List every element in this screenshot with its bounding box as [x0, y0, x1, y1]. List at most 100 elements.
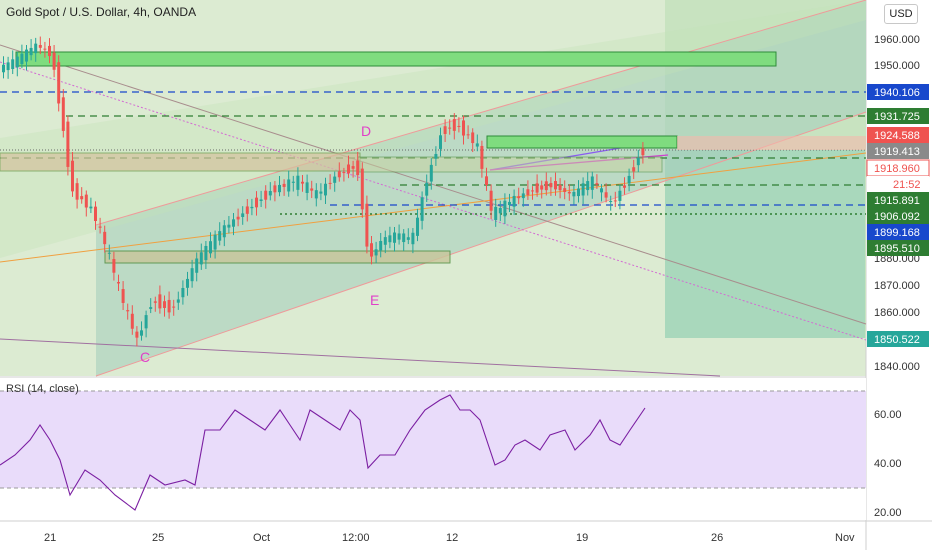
price-tick: 1960.000 — [874, 34, 920, 46]
candle — [457, 125, 461, 127]
candle — [393, 232, 396, 243]
candle — [259, 199, 263, 201]
candle — [34, 43, 38, 54]
candle — [167, 299, 171, 313]
candle — [324, 183, 327, 196]
zone-1885 — [104, 250, 451, 264]
candle — [163, 301, 166, 308]
svg-text:1924.588: 1924.588 — [874, 130, 920, 142]
svg-text:1899.168: 1899.168 — [874, 227, 920, 239]
time-tick: 12:00 — [342, 532, 370, 544]
candle — [480, 145, 484, 169]
candle — [609, 201, 613, 203]
candle — [540, 185, 544, 190]
price-tag-1924 — [867, 127, 929, 143]
time-axis: 21 25 Oct 12:00 12 19 26 Nov — [44, 532, 855, 544]
currency-button[interactable]: USD — [884, 4, 918, 24]
candle — [503, 200, 507, 217]
svg-text:1895.510: 1895.510 — [874, 243, 920, 255]
channel-upper-line — [95, 0, 867, 226]
candle — [25, 49, 28, 62]
candle — [52, 52, 56, 70]
candle — [466, 134, 470, 136]
time-tick: Oct — [253, 532, 270, 544]
price-tag-1850 — [867, 331, 929, 347]
candle — [84, 194, 88, 208]
time-tick: 19 — [576, 532, 588, 544]
candle — [370, 243, 373, 257]
target-box — [665, 150, 865, 338]
candle — [158, 294, 162, 309]
rsi-tick: 40.00 — [874, 458, 902, 470]
svg-text:1940.106: 1940.106 — [874, 87, 920, 99]
candle — [135, 331, 139, 338]
rsi-indicator-label[interactable]: RSI (14, close) — [6, 383, 79, 395]
candle — [310, 188, 314, 191]
candle — [107, 252, 111, 254]
candle — [489, 190, 493, 211]
candle — [29, 47, 33, 56]
candle — [89, 206, 93, 209]
candle — [103, 231, 107, 245]
candle — [181, 287, 185, 298]
candle — [213, 234, 217, 250]
candle — [75, 183, 79, 200]
candle — [218, 231, 222, 241]
candle — [572, 191, 576, 197]
candle — [485, 176, 488, 185]
candle — [149, 307, 153, 309]
zone-1925 — [486, 135, 678, 149]
rsi-band — [0, 391, 866, 488]
zone-1925-red — [677, 136, 866, 150]
svg-text:1915.891: 1915.891 — [874, 195, 920, 207]
time-tick: 12 — [446, 532, 458, 544]
candle — [411, 232, 415, 245]
candle — [586, 181, 590, 191]
candle — [268, 190, 272, 196]
candle — [531, 190, 534, 192]
candle — [232, 219, 235, 227]
svg-text:1850.522: 1850.522 — [874, 334, 920, 346]
candle — [190, 268, 194, 282]
candle — [301, 181, 304, 184]
candle — [429, 164, 433, 182]
countdown-tag — [867, 176, 929, 192]
candle — [627, 175, 631, 184]
svg-text:1919.413: 1919.413 — [874, 146, 920, 158]
candle — [144, 315, 148, 329]
candle — [452, 119, 456, 131]
candle — [328, 182, 332, 184]
price-tag-1931 — [867, 108, 929, 124]
candle — [383, 237, 387, 245]
candle — [374, 249, 378, 256]
candle — [604, 192, 608, 198]
candle — [475, 143, 479, 147]
candle — [11, 59, 15, 70]
candle — [2, 64, 5, 73]
svg-text:1918.960: 1918.960 — [874, 163, 920, 175]
price-tick: 1950.000 — [874, 60, 920, 72]
price-tick: 1840.000 — [874, 361, 920, 373]
candle — [425, 182, 429, 196]
candle — [48, 45, 51, 57]
price-tag-1940 — [867, 84, 929, 100]
wave-label-e: E — [370, 292, 379, 308]
candle — [57, 62, 61, 104]
price-tick: 1870.000 — [874, 280, 920, 292]
candle — [209, 241, 212, 254]
candle — [264, 190, 268, 200]
candle — [632, 167, 636, 172]
candle — [347, 164, 350, 174]
candle — [406, 237, 410, 240]
candle — [434, 153, 438, 159]
price-tag-1895 — [867, 240, 929, 256]
candle — [558, 184, 562, 191]
candle — [351, 166, 355, 169]
price-tag-1915 — [867, 192, 929, 208]
long-term-support-line — [0, 338, 721, 377]
candle — [278, 184, 281, 193]
chart-title[interactable]: Gold Spot / U.S. Dollar, 4h, OANDA — [6, 5, 197, 19]
candle — [15, 56, 19, 68]
candle — [222, 225, 226, 238]
